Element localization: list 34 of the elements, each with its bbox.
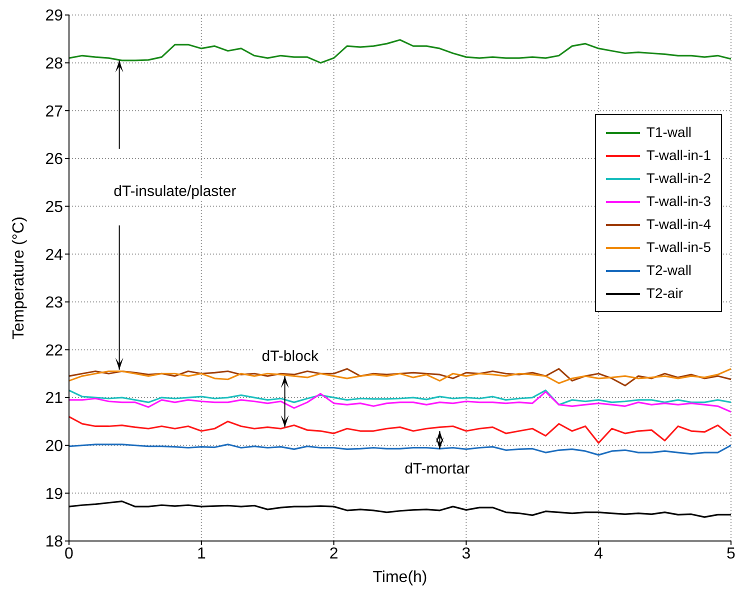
x-tick-label: 0: [64, 545, 74, 562]
legend-label: T-wall-in-3: [646, 192, 711, 211]
annotation: dT-block: [262, 348, 319, 365]
y-tick-label: 23: [45, 294, 64, 312]
y-tick-label: 21: [45, 390, 64, 408]
x-tick-label: 2: [329, 545, 338, 562]
legend-label: T1-wall: [646, 123, 692, 142]
x-tick-label: 5: [726, 545, 736, 562]
line-series: [69, 416, 731, 444]
y-tick-label: 19: [45, 486, 64, 503]
y-tick-label: 25: [45, 198, 64, 216]
y-tick-label: 29: [45, 8, 64, 25]
y-tick-label: 18: [45, 534, 64, 551]
y-tick-label: 26: [45, 151, 64, 168]
y-axis-title: Temperature (°C): [10, 216, 28, 340]
annotation: dT-insulate/plaster: [114, 182, 236, 200]
line-series: [69, 390, 731, 406]
annotation: dT-mortar: [404, 460, 470, 478]
y-tick-label: 20: [45, 438, 64, 456]
x-axis-title: Time(h): [372, 569, 428, 586]
legend-label: T2-wall: [646, 261, 692, 280]
y-tick-label: 28: [45, 56, 64, 72]
x-tick-label: 1: [196, 545, 206, 562]
legend-label: T2-air: [646, 284, 683, 303]
y-tick-label: 22: [45, 342, 64, 360]
legend-label: T-wall-in-5: [646, 238, 711, 257]
line-series: [69, 391, 731, 413]
y-tick-label: 27: [45, 103, 64, 120]
legend-label: T-wall-in-2: [646, 169, 711, 188]
x-tick-label: 3: [462, 545, 471, 562]
y-tick-label: 24: [45, 246, 64, 264]
legend-label: T-wall-in-1: [646, 146, 711, 165]
x-tick-label: 4: [594, 545, 604, 562]
legend-label: T-wall-in-4: [646, 215, 711, 234]
